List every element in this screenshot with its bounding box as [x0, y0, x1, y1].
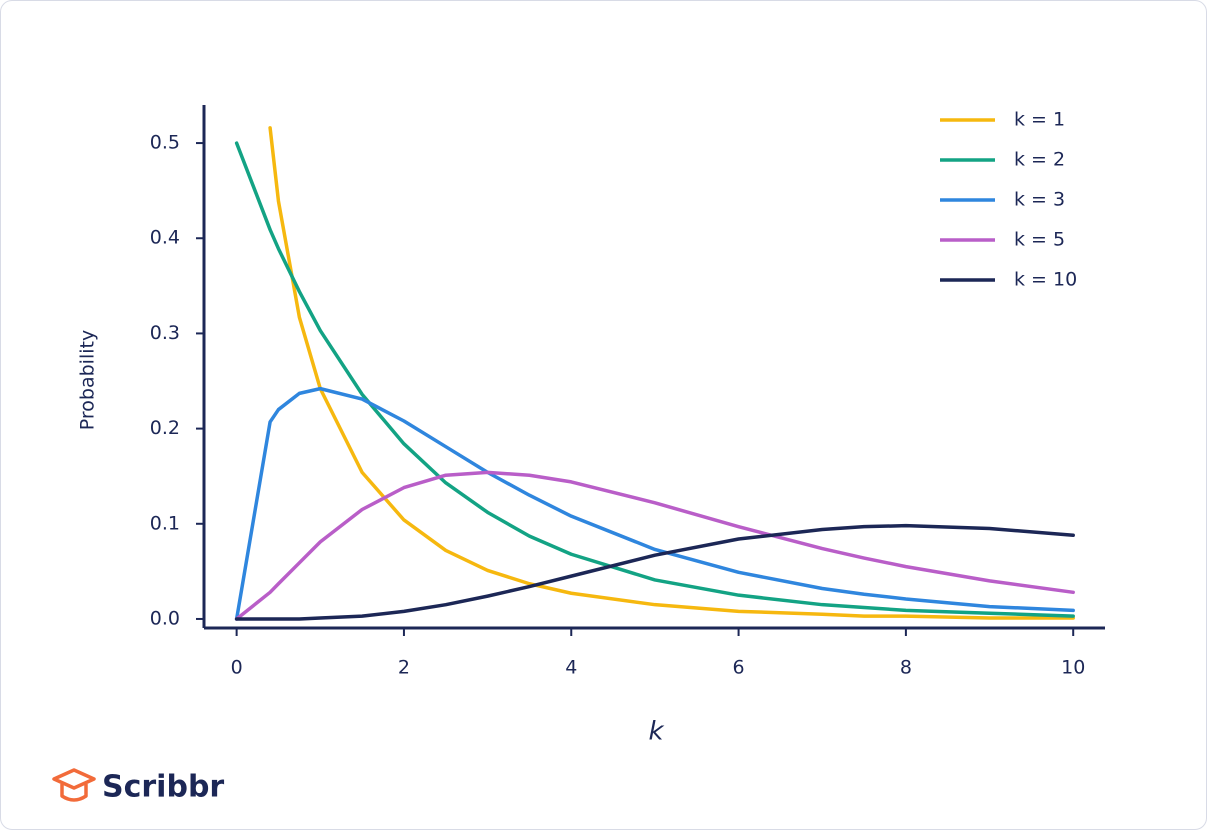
- x-tick-label: 4: [565, 657, 577, 679]
- legend-label: k = 1: [1014, 109, 1065, 131]
- y-tick-label: 0.1: [150, 512, 180, 534]
- x-tick-label: 6: [733, 657, 745, 679]
- legend-label: k = 10: [1014, 269, 1077, 291]
- y-tick-label: 0.3: [150, 322, 180, 344]
- x-axis-label: k: [648, 717, 664, 747]
- legend-label: k = 2: [1014, 149, 1065, 171]
- x-tick-label: 2: [398, 657, 410, 679]
- y-tick-label: 0.0: [150, 607, 180, 629]
- series-line: [234, 386, 1075, 621]
- y-tick-label: 0.5: [150, 132, 180, 154]
- logo-icon: [52, 768, 96, 802]
- x-tick-label: 0: [231, 657, 243, 679]
- series-line: [234, 141, 1075, 618]
- series-line: [234, 523, 1075, 621]
- x-tick-label: 10: [1061, 657, 1085, 679]
- brand: Scribbr: [102, 770, 224, 805]
- y-tick-label: 0.2: [150, 417, 180, 439]
- series-line: [268, 126, 1075, 620]
- y-axis-label: Probability: [77, 330, 99, 430]
- legend-label: k = 5: [1014, 229, 1065, 251]
- logo: Scribbr: [52, 768, 224, 805]
- series-line: [234, 470, 1075, 621]
- x-tick-label: 8: [900, 657, 912, 679]
- legend-label: k = 3: [1014, 189, 1065, 211]
- y-tick-label: 0.4: [150, 227, 180, 249]
